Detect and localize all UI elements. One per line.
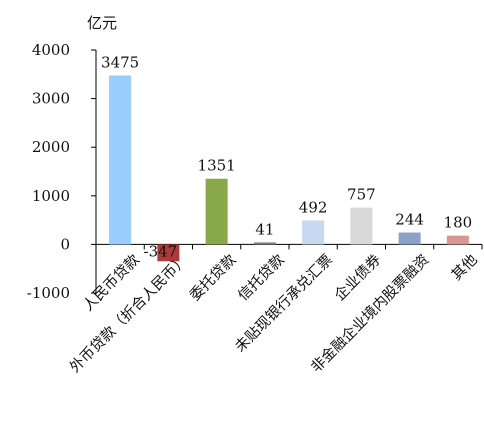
data-labels: 3475 -347 1351 41 492 757 244 180 [101, 54, 472, 261]
category-labels: 人民币贷款外币贷款（折合人民币）委托贷款信托贷款未贴现银行承兑汇票企业债券非金融… [66, 250, 480, 376]
y-tick-label: 4000 [32, 41, 70, 59]
data-label: 757 [347, 186, 376, 204]
data-label: 1351 [198, 157, 236, 175]
bar [398, 232, 421, 245]
data-label: 244 [395, 211, 424, 229]
bar [350, 207, 373, 245]
data-label: 41 [255, 220, 274, 238]
data-label: 3475 [101, 54, 139, 72]
y-tick-label: 0 [60, 235, 70, 253]
y-tick-label: 1000 [32, 187, 70, 205]
data-label: 180 [444, 214, 473, 232]
y-tick-label: 3000 [32, 90, 70, 108]
data-label: -347 [144, 242, 178, 260]
bars [109, 75, 469, 262]
y-tick-label: 2000 [32, 138, 70, 156]
y-axis-unit-label: 亿元 [87, 14, 117, 32]
data-label: 492 [299, 198, 328, 216]
category-label: 委托贷款 [186, 251, 239, 304]
bar [446, 235, 469, 245]
y-tick-label: -1000 [27, 284, 70, 302]
bar [205, 178, 228, 245]
bar [302, 220, 325, 245]
category-label: 其他 [448, 251, 481, 284]
bar [109, 75, 132, 245]
bar [157, 244, 180, 262]
bar [253, 242, 276, 245]
